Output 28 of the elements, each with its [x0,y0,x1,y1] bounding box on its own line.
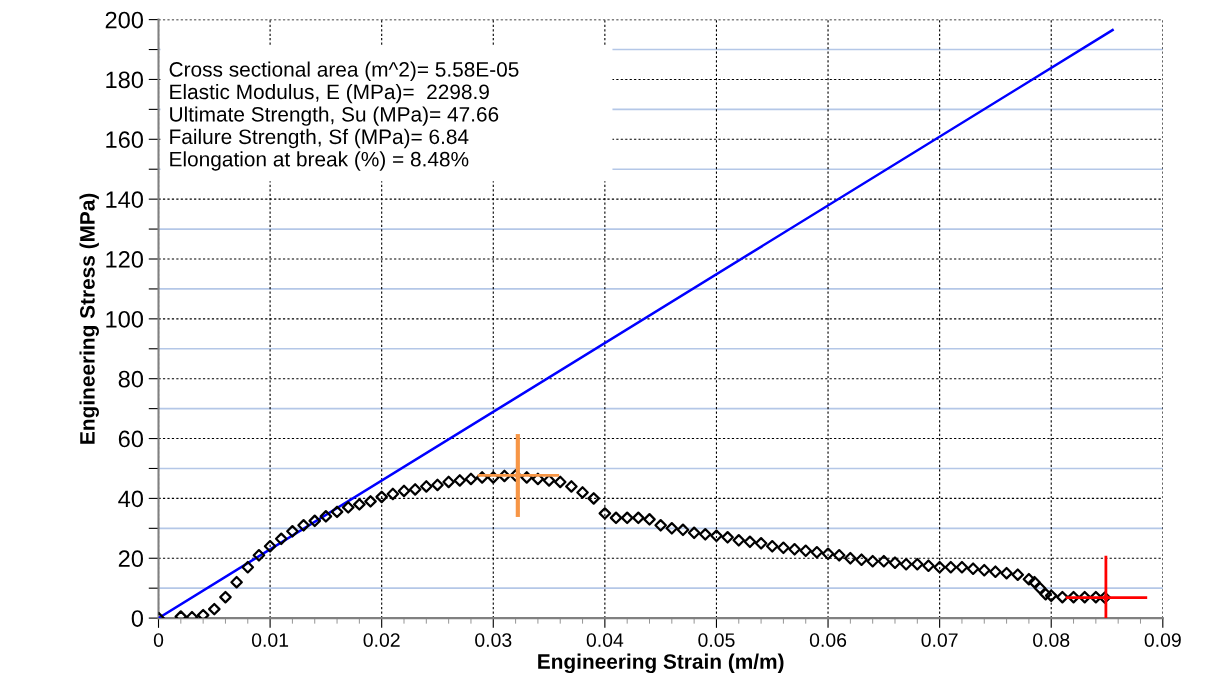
x-tick-label: 0.06 [809,633,847,647]
y-tick-label: 20 [118,550,144,568]
y-tick-label: 40 [118,490,144,508]
x-axis-title: Engineering Strain (m/m) [538,653,784,674]
y-tick-label: 180 [106,71,144,89]
annotation: Failure Strength, Sf (MPa)= 6.84 [170,128,469,149]
x-tick-label: 0.02 [363,633,400,647]
annotation: Cross sectional area (m^2)= 5.58E-05 [169,61,519,81]
x-tick-label: 0 [153,633,164,647]
y-tick-label: 140 [106,191,144,208]
annotation: Elongation at break (%) = 8.48% [170,151,469,171]
x-tick-label: 0.05 [698,633,735,647]
y-tick-label: 0 [131,610,143,627]
x-tick-label: 0.04 [586,633,624,647]
x-tick-label: 0.09 [1144,633,1181,647]
x-tick-label: 0.03 [475,633,512,647]
y-tick-label: 200 [105,11,144,29]
annotation: Elastic Modulus, E (MPa)= 2298.9 [170,83,489,104]
y-tick-label: 160 [106,131,144,149]
x-tick-label: 0.01 [251,633,289,647]
y-tick-label: 120 [106,251,144,268]
y-axis-title: Engineering Stress (MPa) [79,193,99,444]
y-tick-label: 100 [106,310,144,328]
annotation: Ultimate Strength, Su (MPa)= 47.66 [170,106,499,126]
y-tick-label: 80 [118,370,144,388]
y-tick-label: 60 [118,430,144,448]
x-tick-label: 0.07 [921,633,958,647]
x-tick-label: 0.08 [1033,633,1070,647]
